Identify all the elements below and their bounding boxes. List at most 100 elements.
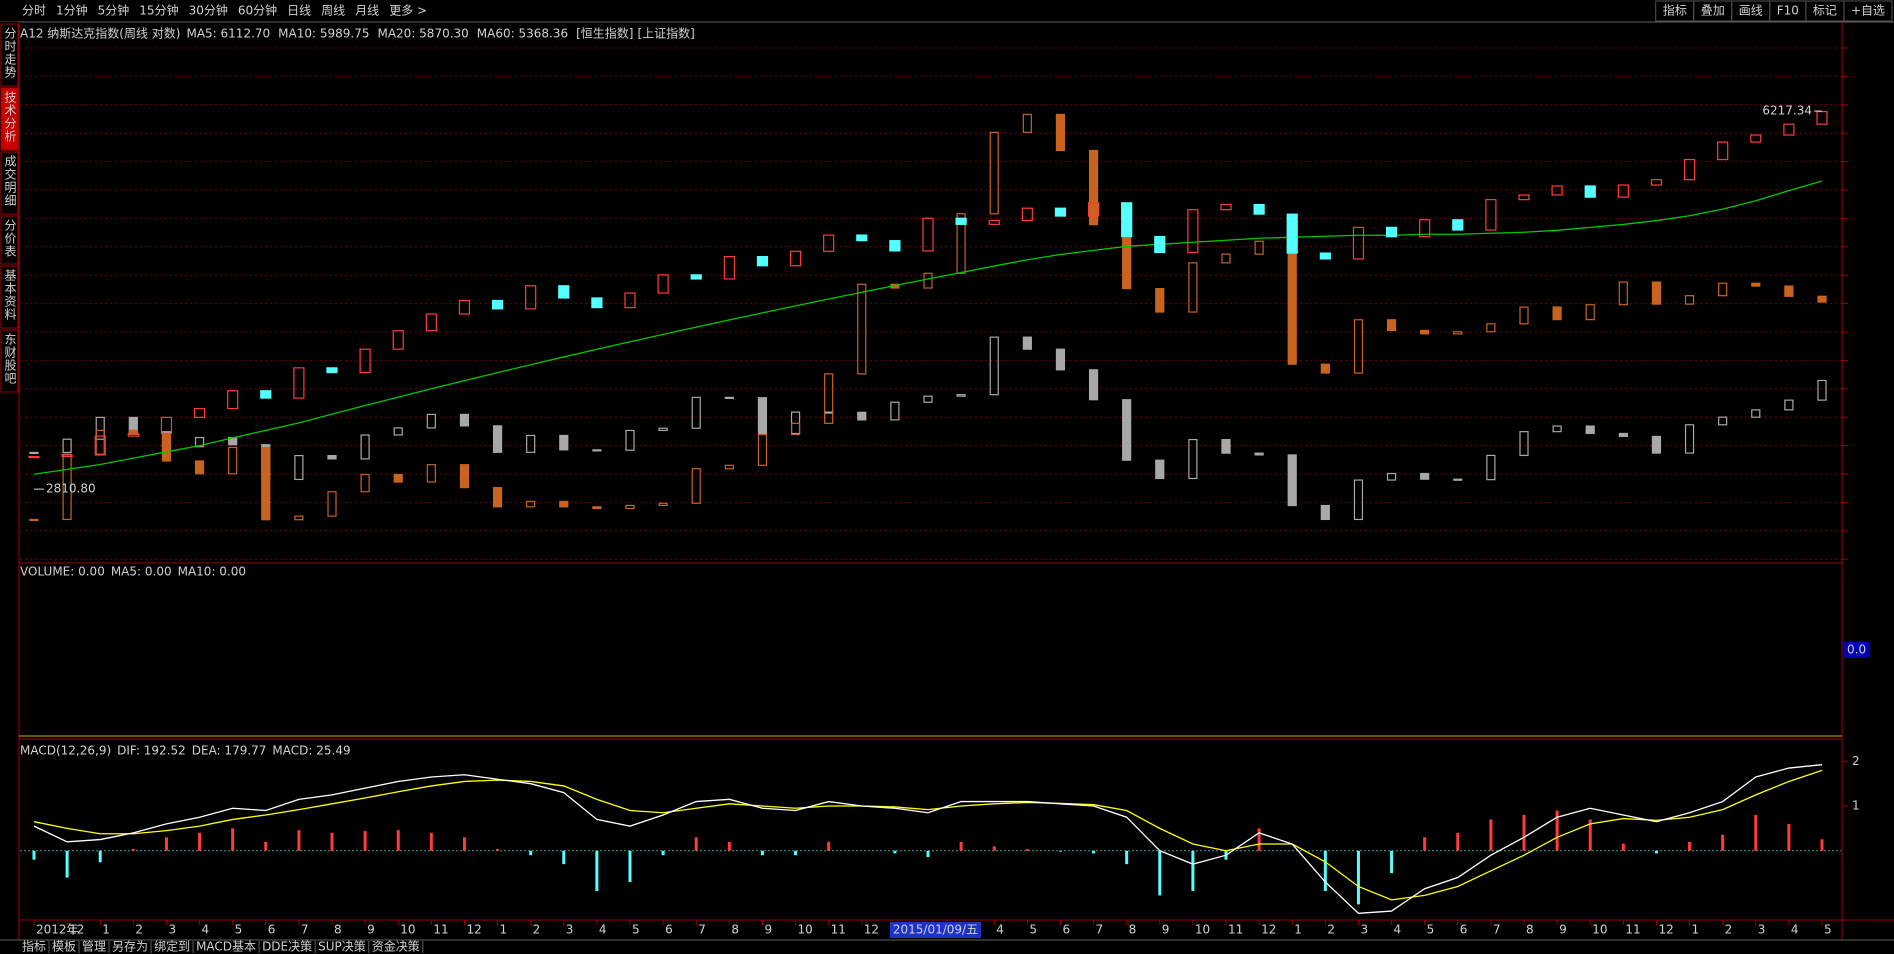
timeframe-tab[interactable]: 30分钟 [189,3,228,18]
candle [1087,202,1100,217]
macd-label: MACD(12,26,9) [20,744,111,758]
overlay-candle [1386,472,1397,481]
candle [1617,184,1629,198]
candle [1187,209,1199,254]
x-tick-label: 12 [69,923,84,937]
dif-line [33,764,1823,914]
candle [558,285,570,299]
overlay-candle [625,429,635,451]
overlay-candle [625,504,635,510]
x-tick-label: 7 [1096,923,1104,937]
overlay-candle [1519,431,1529,457]
overlay-candle [1420,329,1430,335]
toolbar-button[interactable]: 叠加 [1701,4,1725,18]
overlay-candle [1751,282,1761,287]
sidebar-tab[interactable]: 成交明细 [3,155,17,207]
candle [160,416,173,434]
template-tab[interactable]: 绑定到 [154,939,190,954]
timeframe-tab[interactable]: 月线 [355,4,379,18]
macd-label: MACD: 25.49 [272,744,350,758]
overlay-label: [恒生指数] [576,26,633,41]
x-tick-label: 11 [1228,923,1243,937]
x-tick-label: 12 [1658,923,1673,937]
template-tab[interactable]: 指标 [22,939,46,954]
overlay-candle [956,213,966,274]
timeframe-tab[interactable]: 更多 > [389,4,427,18]
overlay-candle [1022,113,1032,134]
toolbar-button[interactable]: 画线 [1739,4,1763,18]
candle [657,274,669,294]
x-tick-label: 6 [1460,923,1468,937]
overlay-candle [95,429,105,455]
candle [1650,179,1663,186]
overlay-candle [1718,282,1728,297]
x-tick-label: 9 [1559,923,1567,937]
template-tab[interactable]: SUP决策 [318,940,366,954]
overlay-candle [1088,149,1099,226]
template-tab[interactable]: 资金决策 [372,939,420,954]
overlay-candle [857,411,867,421]
template-tab[interactable]: MACD基本 [196,940,256,954]
overlay-candle [1386,319,1397,332]
sidebar-tab[interactable]: 分价表 [3,219,17,258]
template-tab[interactable]: 另存为 [112,940,148,954]
overlay-candle [1751,409,1761,418]
toolbar-button[interactable]: 标记 [1813,4,1837,18]
timeframe-tab[interactable]: 15分钟 [139,3,178,18]
timeframe-tab[interactable]: 60分钟 [238,3,277,18]
template-tab[interactable]: 模板 [52,940,76,954]
toolbar-button[interactable]: F10 [1777,4,1799,18]
timeframe-tab[interactable]: 周线 [321,4,345,18]
timeframe-tab[interactable]: 日线 [287,4,311,18]
candle [1783,123,1795,136]
overlay-candle [559,500,569,508]
overlay-candle [592,449,602,452]
x-tick-label: 3 [566,923,574,937]
sidebar-tab-frame [0,329,19,393]
candle [359,348,371,374]
overlay-candle [1287,454,1297,507]
x-tick-label: 8 [731,923,739,937]
candle [525,285,537,310]
overlay-candle [29,451,39,455]
toolbar-button[interactable]: 指标 [1663,3,1687,18]
x-tick-label: 9 [764,923,772,937]
candle [1154,235,1166,254]
x-tick-label: 7 [301,923,309,937]
template-tab[interactable]: 管理 [82,939,106,954]
candle [955,217,967,225]
sidebar-tab[interactable]: 技术分析 [3,91,17,143]
x-tick-label: 5 [235,923,243,937]
overlay-candle [1453,331,1463,335]
overlay-candle [1453,478,1463,481]
overlay-candle [1188,262,1198,313]
ma-label: MA60: 5368.36 [477,27,568,41]
overlay-candle [1221,438,1231,454]
low-annotation: 2810.80 [46,482,96,496]
x-tick-label: 7 [1493,923,1501,937]
toolbar-button[interactable]: +自选 [1851,4,1885,18]
overlay-candle [128,416,138,433]
x-tick-label: 2 [1327,923,1335,937]
overlay-candle [1618,432,1628,438]
candle [127,432,139,437]
x-tick-label: 10 [1592,923,1607,937]
overlay-candle [1718,416,1728,426]
overlay-candle [1287,240,1297,365]
x-tick-label: 12 [466,923,481,937]
x-tick-label: 12 [1261,923,1276,937]
candle [624,292,636,309]
overlay-candle [1353,319,1364,374]
sidebar-tab[interactable]: 分时走势 [3,27,17,79]
sidebar-tab[interactable]: 基本资料 [3,269,17,321]
timeframe-tab[interactable]: 1分钟 [56,3,88,18]
x-tick-label: 3 [1758,923,1766,937]
x-tick-label: 7 [698,923,706,937]
volume-axis-box [1844,642,1870,658]
overlay-candle [559,434,569,451]
template-tab[interactable]: DDE决策 [262,940,312,954]
timeframe-tab[interactable]: 5分钟 [98,3,130,18]
timeframe-tab[interactable]: 分时 [22,4,46,18]
sidebar-tab[interactable]: 东财股吧 [3,333,17,385]
